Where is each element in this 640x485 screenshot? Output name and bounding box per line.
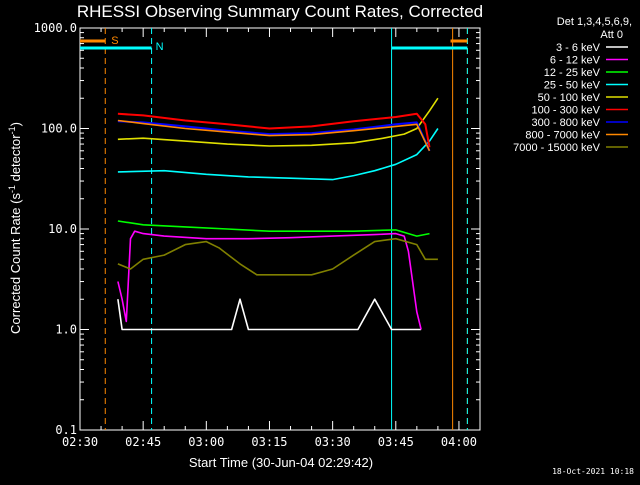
y-tick-label: 1.0	[55, 323, 77, 337]
legend-entry-label: 3 - 6 keV	[556, 42, 601, 54]
series-line-8	[117, 237, 438, 276]
legend-entry-label: 800 - 7000 keV	[525, 130, 600, 142]
series-lines	[117, 97, 439, 331]
x-axis-label: Start Time (30-Jun-04 02:29:42)	[189, 455, 373, 470]
footer-timestamp: 18-Oct-2021 10:18	[552, 467, 634, 476]
y-tick-label: 100.0	[41, 122, 77, 136]
series-line-4	[117, 97, 439, 147]
series-line-6	[117, 120, 431, 152]
legend-entry-label: 300 - 800 keV	[532, 117, 601, 129]
x-tick-label: 03:15	[251, 435, 287, 449]
attenuator-markers	[104, 28, 468, 430]
series-line-3	[117, 128, 439, 181]
series-line-2	[117, 220, 430, 237]
legend-header-1: Det 1,3,4,5,6,9,	[557, 16, 632, 28]
legend-entry-label: 7000 - 15000 keV	[513, 142, 601, 154]
x-tick-label: 03:00	[188, 435, 224, 449]
flag-label-S: S	[111, 35, 118, 47]
chart-title: RHESSI Observing Summary Count Rates, Co…	[77, 2, 483, 21]
x-tick-label: 02:45	[125, 435, 161, 449]
x-tick-label: 03:45	[378, 435, 414, 449]
x-tick-label: 04:00	[441, 435, 477, 449]
series-line-0	[117, 298, 422, 331]
y-axis-label: Corrected Count Rate (s-1 detector-1)	[7, 122, 23, 334]
y-axis-label-sup2: -1	[7, 126, 17, 134]
y-axis-label-main: Corrected Count Rate (s	[8, 193, 23, 334]
y-tick-label: 0.1	[55, 423, 77, 437]
series-line-1	[117, 230, 422, 330]
legend-entry-label: 50 - 100 keV	[538, 92, 601, 104]
legend-entry-label: 12 - 25 keV	[544, 67, 601, 79]
y-axis-label-mid: detector	[8, 134, 23, 185]
legend-entry-label: 25 - 50 keV	[544, 80, 601, 92]
x-axis-ticks: 02:30 02:45 03:00 03:15 03:30 03:45 04:00	[62, 28, 481, 449]
x-tick-label: 02:30	[62, 435, 98, 449]
plot-border	[79, 27, 481, 431]
y-axis-ticks: 1000.0 100.0 10.0 1.0 0.1	[34, 21, 480, 437]
legend-header-2: Att 0	[600, 29, 623, 41]
y-tick-label: 10.0	[48, 222, 77, 236]
legend-entry-label: 100 - 300 keV	[532, 105, 601, 117]
plot-frame	[79, 27, 481, 431]
series-line-5	[117, 112, 431, 148]
series-line-7	[117, 119, 431, 152]
y-axis-label-end: )	[8, 122, 23, 126]
x-tick-label: 03:30	[315, 435, 351, 449]
flag-label-N: N	[156, 41, 164, 53]
y-axis-label-sup1: -1	[7, 185, 17, 193]
y-tick-label: 1000.0	[34, 21, 77, 35]
legend-entry-label: 6 - 12 keV	[550, 55, 601, 67]
